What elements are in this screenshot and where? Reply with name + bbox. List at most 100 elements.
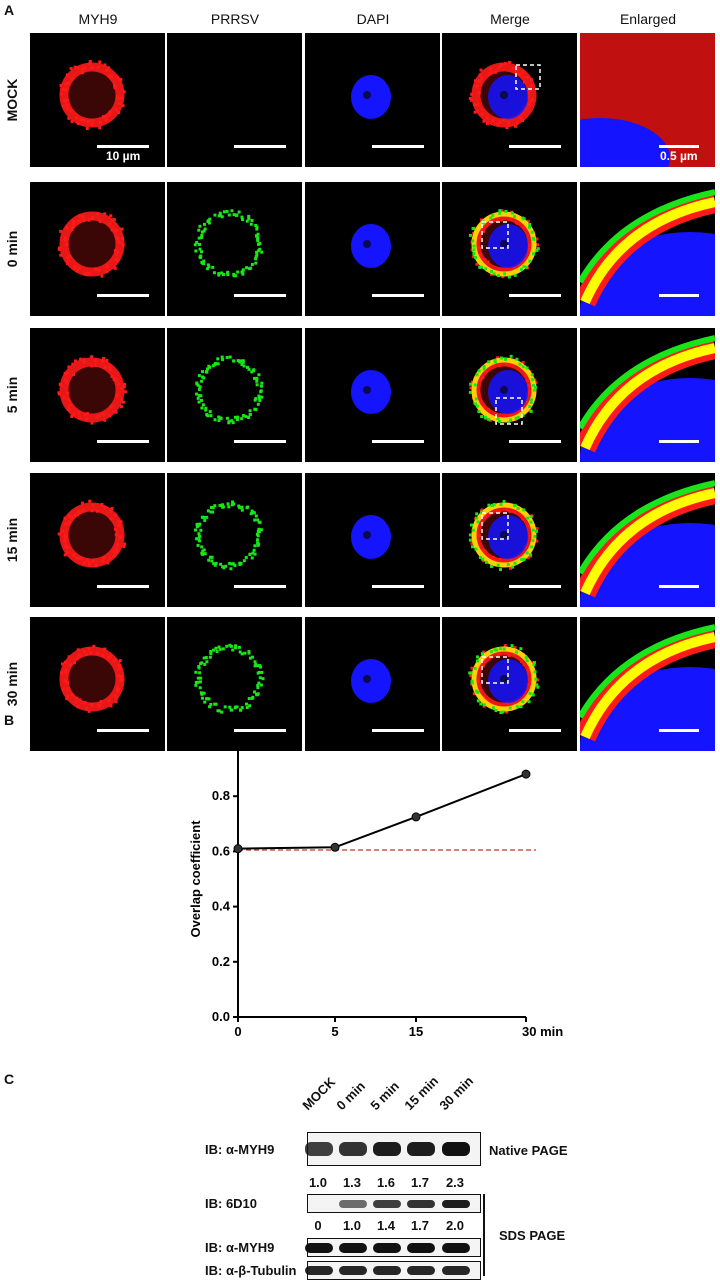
scale-bar [659,585,699,588]
blot-band [442,1199,470,1208]
x-tick-label: 5 [331,1024,338,1039]
data-point [233,844,243,854]
x-tick: 5 [331,1017,339,1039]
blot-band [305,1242,333,1253]
micrograph-myh9-mock: 10 µm [30,33,165,167]
y-axis-label: Overlap coefficient [188,820,203,938]
blot-band [373,1142,401,1156]
x-tick: 0 [234,1017,242,1039]
scale-bar [234,440,286,443]
cell-image [468,499,539,572]
micrograph-merge-15-min [442,473,577,607]
panel-a-letter: A [4,2,15,18]
scale-bar [97,294,149,297]
y-tick-label: 1.0 [212,733,230,748]
blot-strip [305,1261,481,1280]
cell-image [351,224,391,268]
scale-bar [97,145,149,148]
lane-label: MOCK [299,1074,339,1113]
blot-band [339,1266,367,1275]
micrograph-dapi-30-min [305,617,440,751]
micrograph-merge-0-min [442,182,577,316]
blot-band [442,1242,470,1253]
sds-bracket [483,1194,485,1276]
overlap-coefficient-chart: 0.0 0.2 0.4 0.6 0.8 1.0 0 5 15 30 min Overlap coef… [188,733,563,1039]
blot-row-label: IB: 6D10 [205,1196,258,1211]
scale-bar [509,145,561,148]
cell-image [59,59,126,131]
scale-bar [509,440,561,443]
lane-label: 30 min [436,1073,477,1113]
x-tick: 30 min [522,1017,563,1039]
scale-label-main: 10 µm [106,149,141,163]
blot-quant-value: 1.6 [376,1175,396,1190]
cell-image [580,624,715,751]
cell-image [351,75,391,119]
row-label-15-min: 15 min [4,517,20,563]
micrograph-prrsv-5-min [167,328,302,462]
cell-image [195,355,264,425]
y-tick: 0.4 [212,899,238,914]
x-tick-label: 30 min [522,1024,563,1039]
blot-band [305,1142,333,1156]
blot-band [442,1266,470,1275]
series-line [237,773,527,850]
data-point [411,812,421,822]
scale-bar [509,294,561,297]
panel-b-letter: B [4,712,15,728]
blot-band [339,1199,367,1208]
blot-band [305,1266,333,1275]
blot-band [407,1199,435,1208]
scale-bar [372,145,424,148]
scale-bar [234,585,286,588]
y-tick: 1.0 [212,733,238,748]
y-tick-label: 0.0 [212,1009,230,1024]
blot-band [407,1142,435,1156]
scale-bar [234,145,286,148]
blot-quant-value: 2.3 [445,1175,465,1190]
blot-quant-value: 2.0 [445,1218,465,1233]
scale-bar [372,729,424,732]
row-label-mock: MOCK [4,78,20,122]
blot-quant-value: 1.4 [376,1218,396,1233]
cell-image [57,499,127,568]
x-tick-label: 0 [234,1024,241,1039]
scale-bar [97,729,149,732]
y-tick: 0.8 [212,788,238,803]
blot-row-label: IB: α-MYH9 [205,1142,275,1157]
cell-image [468,60,541,130]
blot-band [339,1142,367,1156]
data-point [521,769,531,779]
blot-band [407,1242,435,1253]
blot-quant-value: 1.7 [410,1218,430,1233]
blot-band [339,1242,367,1253]
cell-image [351,370,391,414]
cell-image [57,211,125,278]
column-header-myh9: MYH9 [78,11,118,27]
blot-band [373,1199,401,1208]
lane-label: 5 min [367,1078,403,1113]
column-header-prrsv: PRRSV [210,11,260,27]
blot-strip [305,1132,481,1166]
y-tick: 0.6 [212,843,238,858]
data-point [330,842,340,852]
panel-c-letter: C [4,1071,15,1087]
scale-bar [659,145,699,148]
scale-label-enlarged: 0.5 µm [660,149,698,163]
blot-quant-value: 1.0 [342,1218,362,1233]
micrograph-dapi-15-min [305,473,440,607]
cell-image [59,644,125,713]
micrograph-prrsv-15-min [167,473,302,607]
lane-label: 15 min [401,1073,442,1113]
micrograph-enlarged-0-min [580,182,715,316]
y-tick-label: 0.8 [212,788,230,803]
blot-quant-value: 0 [314,1218,322,1233]
scale-bar [659,440,699,443]
column-header-enlarged: Enlarged [619,11,677,27]
y-tick: 0.0 [212,1009,238,1024]
micrograph-enlarged-15-min [580,473,715,607]
cell-image [194,500,263,571]
x-tick: 15 [409,1017,423,1039]
cell-image [194,643,265,714]
micrograph-merge-30-min [442,617,577,751]
